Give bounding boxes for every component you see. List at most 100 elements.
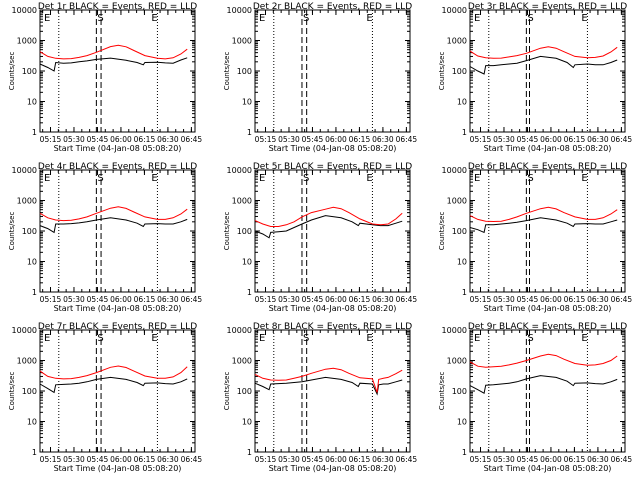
x-tick-label: 05:30 xyxy=(63,455,85,464)
y-tick-label: 10 xyxy=(457,258,467,267)
series-line-lld xyxy=(469,353,618,368)
x-tick-label: 06:00 xyxy=(325,455,347,464)
series-line-lld xyxy=(469,206,618,223)
x-tick-label: 06:00 xyxy=(110,135,132,144)
panel-title: Det 4r BLACK = Events, RED = LLD xyxy=(38,162,197,172)
detector-panel-7: Det 7r BLACK = Events, RED = LLD 1 10 100 10… xyxy=(8,322,202,473)
flag-label: E xyxy=(259,173,265,184)
flag-label: S xyxy=(303,173,309,184)
y-tick-label: 10 xyxy=(242,418,252,427)
y-axis-label: Counts/sec xyxy=(223,372,231,411)
x-tick-label: 06:00 xyxy=(325,295,347,304)
series-line-lld xyxy=(254,206,403,227)
x-tick-label: 06:30 xyxy=(157,455,179,464)
x-tick-label: 05:45 xyxy=(517,135,539,144)
plot-frame xyxy=(39,9,196,133)
y-axis-label: Counts/sec xyxy=(8,372,16,411)
y-tick-label: 10 xyxy=(27,258,37,267)
y-tick-label: 1000 xyxy=(17,37,37,46)
series-line-lld xyxy=(39,206,188,222)
x-tick-label: 05:45 xyxy=(302,135,324,144)
y-tick-label: 1000 xyxy=(232,357,252,366)
x-tick-label: 05:45 xyxy=(517,455,539,464)
y-tick-label: 10 xyxy=(457,98,467,107)
x-tick-label: 06:45 xyxy=(396,295,418,304)
panel-title: Det 5r BLACK = Events, RED = LLD xyxy=(253,162,412,172)
flag-label: E xyxy=(151,173,157,184)
x-tick-label: 06:00 xyxy=(540,135,562,144)
x-tick-label: 06:00 xyxy=(110,455,132,464)
y-tick-label: 100 xyxy=(237,67,252,76)
x-tick-label: 06:00 xyxy=(540,295,562,304)
y-axis-label: Counts/sec xyxy=(8,212,16,251)
y-tick-label: 1 xyxy=(462,128,467,137)
x-axis-label: Start Time (04-Jan-08 05:08:20) xyxy=(484,464,612,473)
y-tick-label: 10000 xyxy=(442,326,467,335)
y-tick-label: 1000 xyxy=(17,197,37,206)
panel-title: Det 8r BLACK = Events, RED = LLD xyxy=(253,322,412,332)
x-tick-label: 05:30 xyxy=(63,135,85,144)
x-tick-label: 05:30 xyxy=(278,455,300,464)
x-tick-label: 05:30 xyxy=(493,295,515,304)
detector-panel-6: Det 6r BLACK = Events, RED = LLD 1 10 100 10… xyxy=(438,162,632,313)
y-axis-label: Counts/sec xyxy=(438,212,446,251)
y-tick-label: 10000 xyxy=(227,166,252,175)
x-axis-label: Start Time (04-Jan-08 05:08:20) xyxy=(54,464,182,473)
x-tick-label: 06:15 xyxy=(134,295,156,304)
flag-label: S xyxy=(527,333,533,344)
flag-label: E xyxy=(366,333,372,344)
x-tick-label: 06:45 xyxy=(181,135,203,144)
x-tick-label: 06:15 xyxy=(349,455,371,464)
y-tick-label: 1 xyxy=(32,128,37,137)
x-tick-label: 06:30 xyxy=(372,455,394,464)
flag-label: E xyxy=(151,333,157,344)
y-tick-label: 1000 xyxy=(232,197,252,206)
y-tick-label: 100 xyxy=(452,227,467,236)
series-line-events xyxy=(39,217,188,234)
flag-label: S xyxy=(97,13,103,24)
x-tick-label: 06:45 xyxy=(611,135,633,144)
x-tick-label: 06:45 xyxy=(611,295,633,304)
y-tick-label: 1000 xyxy=(17,357,37,366)
series-line-events xyxy=(39,57,188,72)
x-axis-label: Start Time (04-Jan-08 05:08:20) xyxy=(484,144,612,153)
x-tick-label: 06:30 xyxy=(587,295,609,304)
y-tick-label: 10 xyxy=(242,258,252,267)
plot-frame xyxy=(39,169,196,293)
x-tick-label: 06:15 xyxy=(349,295,371,304)
y-tick-label: 1000 xyxy=(447,37,467,46)
detector-panel-5: Det 5r BLACK = Events, RED = LLD 1 10 100 10… xyxy=(223,162,417,313)
x-tick-label: 06:45 xyxy=(396,135,418,144)
flag-label: E xyxy=(581,173,587,184)
x-tick-label: 06:15 xyxy=(564,295,586,304)
y-tick-label: 100 xyxy=(22,67,37,76)
panel-title: Det 7r BLACK = Events, RED = LLD xyxy=(38,322,197,332)
x-axis-label: Start Time (04-Jan-08 05:08:20) xyxy=(269,464,397,473)
x-tick-label: 05:30 xyxy=(278,295,300,304)
x-tick-label: 06:45 xyxy=(611,455,633,464)
panel-title: Det 6r BLACK = Events, RED = LLD xyxy=(468,162,627,172)
flag-label: S xyxy=(303,13,309,24)
x-tick-label: 06:00 xyxy=(110,295,132,304)
y-tick-label: 1 xyxy=(462,288,467,297)
plot-frame xyxy=(469,9,626,133)
y-tick-label: 10000 xyxy=(442,6,467,15)
x-tick-label: 05:30 xyxy=(63,295,85,304)
x-axis-label: Start Time (04-Jan-08 05:08:20) xyxy=(269,144,397,153)
plot-frame xyxy=(469,169,626,293)
x-tick-label: 05:15 xyxy=(40,455,62,464)
y-tick-label: 100 xyxy=(452,387,467,396)
x-tick-label: 05:45 xyxy=(87,295,109,304)
detector-panel-2: Det 2r BLACK = Events, RED = LLD 1 10 100 10… xyxy=(223,2,417,153)
y-axis-label: Counts/sec xyxy=(438,52,446,91)
series-line-events xyxy=(39,376,188,394)
y-tick-label: 100 xyxy=(237,387,252,396)
x-tick-label: 05:15 xyxy=(470,135,492,144)
detector-panel-1: Det 1r BLACK = Events, RED = LLD 1 10 100 10… xyxy=(8,2,202,153)
x-tick-label: 06:00 xyxy=(325,135,347,144)
x-tick-label: 06:00 xyxy=(540,455,562,464)
y-tick-label: 100 xyxy=(22,227,37,236)
x-tick-label: 06:15 xyxy=(349,135,371,144)
x-axis-label: Start Time (04-Jan-08 05:08:20) xyxy=(54,304,182,313)
